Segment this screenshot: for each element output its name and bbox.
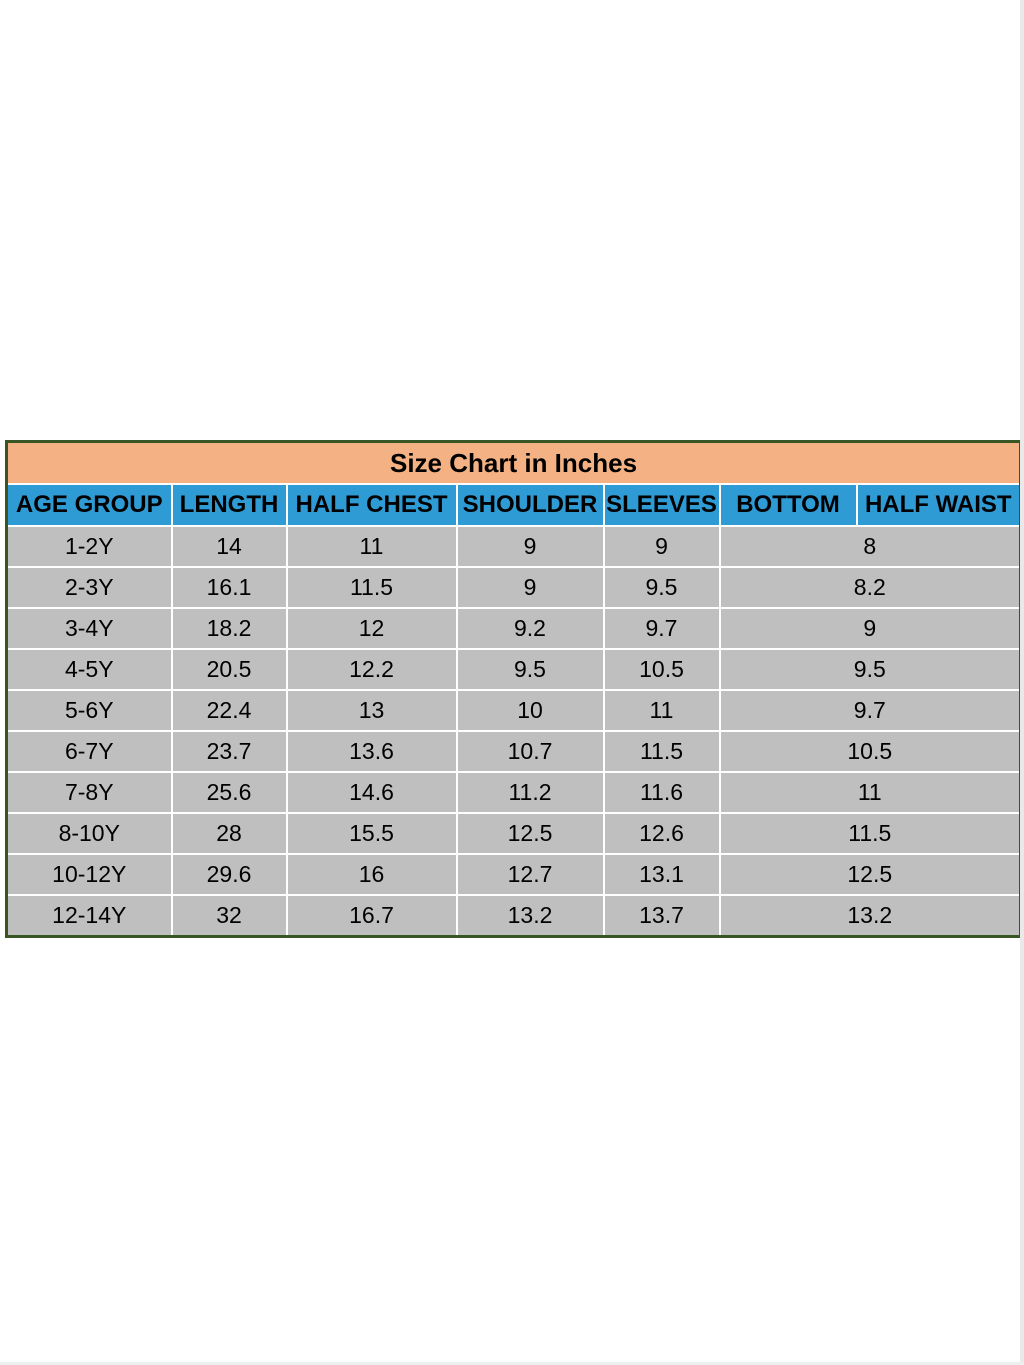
- measurement-cell: 11: [285, 525, 458, 568]
- measurement-cell: 20.5: [170, 648, 288, 691]
- table-row: 7-8Y 25.6 14.6 11.2 11.6 11: [5, 771, 1022, 814]
- table-row: 8-10Y 28 15.5 12.5 12.6 11.5: [5, 812, 1022, 855]
- measurement-cell: 13.1: [602, 853, 721, 896]
- measurement-cell: 9.5: [455, 648, 605, 691]
- measurement-cell: 13: [285, 689, 458, 732]
- measurement-cell: 11.5: [285, 566, 458, 609]
- age-group-cell: 12-14Y: [5, 894, 173, 938]
- measurement-cell: 12.5: [718, 853, 1022, 896]
- measurement-cell: 23.7: [170, 730, 288, 773]
- age-group-cell: 4-5Y: [5, 648, 173, 691]
- measurement-cell: 10.7: [455, 730, 605, 773]
- measurement-cell: 11: [718, 771, 1022, 814]
- table-head: Size Chart in Inches AGE GROUP LENGTH HALF…: [5, 440, 1022, 527]
- measurement-cell: 11.2: [455, 771, 605, 814]
- age-group-cell: 3-4Y: [5, 607, 173, 650]
- measurement-cell: 15.5: [285, 812, 458, 855]
- age-group-cell: 7-8Y: [5, 771, 173, 814]
- measurement-cell: 13.2: [718, 894, 1022, 938]
- measurement-cell: 28: [170, 812, 288, 855]
- measurement-cell: 12.2: [285, 648, 458, 691]
- measurement-cell: 11.5: [602, 730, 721, 773]
- header-row: AGE GROUP LENGTH HALF CHEST SHOULDER SLEEVES…: [5, 483, 1022, 527]
- measurement-cell: 11.6: [602, 771, 721, 814]
- age-group-cell: 8-10Y: [5, 812, 173, 855]
- measurement-cell: 13.6: [285, 730, 458, 773]
- age-group-cell: 2-3Y: [5, 566, 173, 609]
- measurement-cell: 14: [170, 525, 288, 568]
- measurement-cell: 9.2: [455, 607, 605, 650]
- size-chart-table: Size Chart in Inches AGE GROUP LENGTH HALF…: [5, 440, 1023, 938]
- column-header-half-waist: HALF WAIST: [855, 483, 1022, 527]
- age-group-cell: 10-12Y: [5, 853, 173, 896]
- measurement-cell: 11.5: [718, 812, 1022, 855]
- title-row: Size Chart in Inches: [5, 440, 1022, 485]
- table-row: 2-3Y 16.1 11.5 9 9.5 8.2: [5, 566, 1022, 609]
- measurement-cell: 9.5: [718, 648, 1022, 691]
- measurement-cell: 25.6: [170, 771, 288, 814]
- measurement-cell: 16: [285, 853, 458, 896]
- measurement-cell: 9.7: [718, 689, 1022, 732]
- measurement-cell: 9: [455, 566, 605, 609]
- column-header-sleeves: SLEEVES: [602, 483, 721, 527]
- measurement-cell: 10.5: [602, 648, 721, 691]
- measurement-cell: 9: [602, 525, 721, 568]
- column-header-bottom: BOTTOM: [718, 483, 858, 527]
- column-header-age-group: AGE GROUP: [5, 483, 173, 527]
- measurement-cell: 9.5: [602, 566, 721, 609]
- measurement-cell: 12.7: [455, 853, 605, 896]
- measurement-cell: 10.5: [718, 730, 1022, 773]
- measurement-cell: 29.6: [170, 853, 288, 896]
- measurement-cell: 14.6: [285, 771, 458, 814]
- table-row: 1-2Y 14 11 9 9 8: [5, 525, 1022, 568]
- table-row: 4-5Y 20.5 12.2 9.5 10.5 9.5: [5, 648, 1022, 691]
- measurement-cell: 16.1: [170, 566, 288, 609]
- measurement-cell: 13.7: [602, 894, 721, 938]
- table-row: 10-12Y 29.6 16 12.7 13.1 12.5: [5, 853, 1022, 896]
- measurement-cell: 9: [718, 607, 1022, 650]
- age-group-cell: 6-7Y: [5, 730, 173, 773]
- measurement-cell: 11: [602, 689, 721, 732]
- table-row: 12-14Y 32 16.7 13.2 13.7 13.2: [5, 894, 1022, 938]
- table-body: 1-2Y 14 11 9 9 8 2-3Y 16.1 11.5 9 9.5 8.2 3-4Y 18.2 12…: [5, 525, 1022, 938]
- measurement-cell: 10: [455, 689, 605, 732]
- measurement-cell: 9: [455, 525, 605, 568]
- table-row: 3-4Y 18.2 12 9.2 9.7 9: [5, 607, 1022, 650]
- table-row: 5-6Y 22.4 13 10 11 9.7: [5, 689, 1022, 732]
- table-title: Size Chart in Inches: [5, 440, 1022, 485]
- age-group-cell: 5-6Y: [5, 689, 173, 732]
- column-header-shoulder: SHOULDER: [455, 483, 605, 527]
- measurement-cell: 12: [285, 607, 458, 650]
- measurement-cell: 22.4: [170, 689, 288, 732]
- measurement-cell: 32: [170, 894, 288, 938]
- column-header-length: LENGTH: [170, 483, 288, 527]
- measurement-cell: 13.2: [455, 894, 605, 938]
- measurement-cell: 12.6: [602, 812, 721, 855]
- page-edge-right: [1020, 0, 1024, 1365]
- age-group-cell: 1-2Y: [5, 525, 173, 568]
- table-row: 6-7Y 23.7 13.6 10.7 11.5 10.5: [5, 730, 1022, 773]
- measurement-cell: 8: [718, 525, 1022, 568]
- measurement-cell: 12.5: [455, 812, 605, 855]
- column-header-half-chest: HALF CHEST: [285, 483, 458, 527]
- measurement-cell: 9.7: [602, 607, 721, 650]
- page-edge-bottom: [0, 1362, 1024, 1365]
- measurement-cell: 18.2: [170, 607, 288, 650]
- measurement-cell: 16.7: [285, 894, 458, 938]
- measurement-cell: 8.2: [718, 566, 1022, 609]
